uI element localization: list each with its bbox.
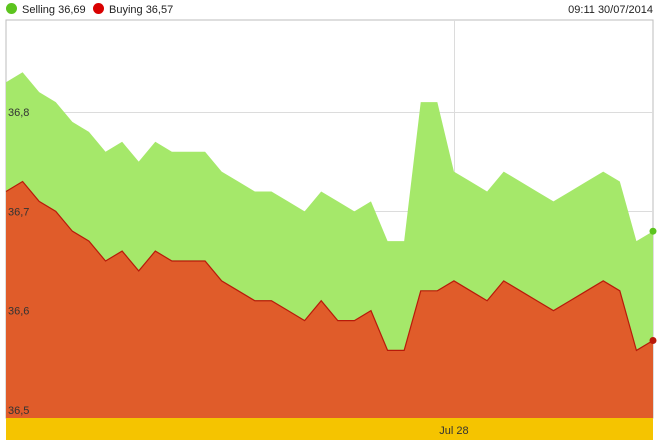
y-tick-label: 36,5 (8, 405, 29, 417)
x-tick-label: Jul 28 (439, 425, 468, 437)
legend-buying-label: Buying 36,57 (109, 4, 174, 16)
x-axis-band (6, 418, 653, 440)
y-tick-label: 36,6 (8, 306, 29, 318)
buying-dot-icon (93, 3, 104, 14)
buying-line (5, 180, 654, 352)
y-tick-label: 36,8 (8, 107, 29, 119)
buying-area (6, 181, 653, 418)
legend-item-selling[interactable]: Selling 36,69 (6, 3, 86, 17)
buying-end-point[interactable] (649, 336, 657, 344)
selling-dot-icon (6, 3, 17, 14)
selling-end-point[interactable] (649, 227, 657, 235)
legend-item-buying[interactable]: Buying 36,57 (93, 3, 173, 17)
y-tick-label: 36,7 (8, 206, 29, 218)
timestamp: 09:11 30/07/2014 (568, 4, 653, 16)
legend: Selling 36,69 Buying 36,57 09:11 30/07/2… (0, 0, 659, 20)
legend-selling-label: Selling 36,69 (22, 4, 86, 16)
